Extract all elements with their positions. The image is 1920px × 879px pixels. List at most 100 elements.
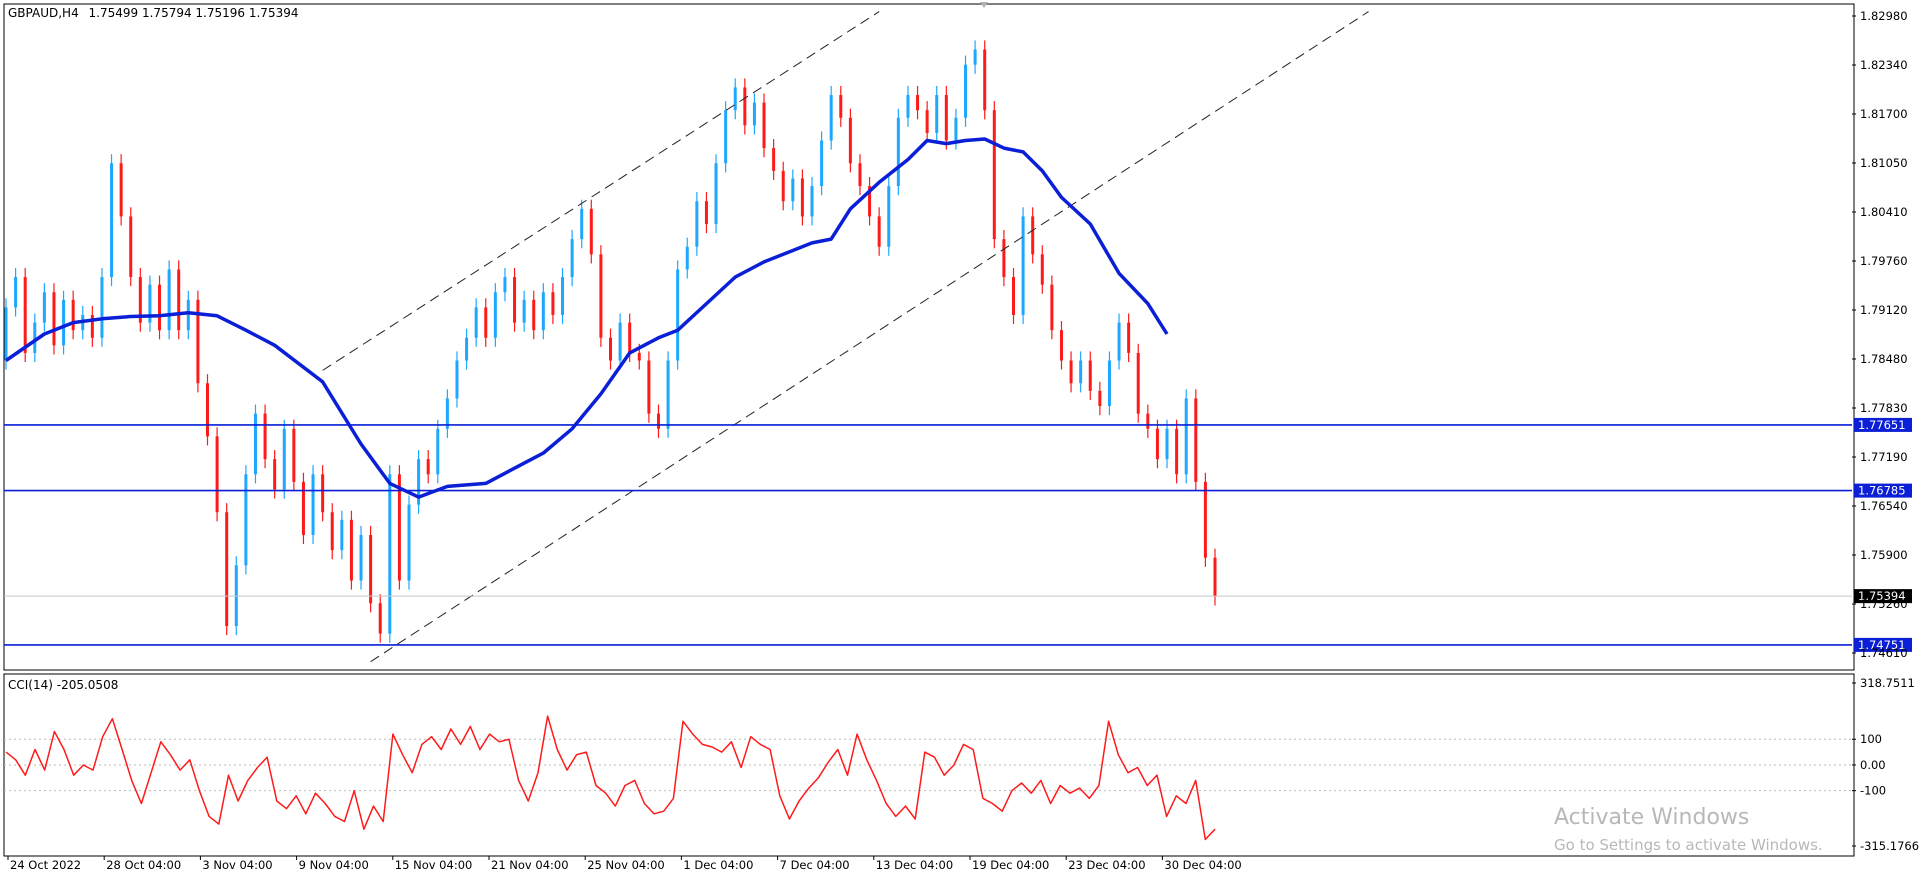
candle-body (599, 254, 603, 338)
candle-body (724, 110, 728, 164)
time-tick-label: 28 Oct 04:00 (106, 858, 181, 872)
candle-body (1107, 360, 1111, 407)
candle-body (340, 519, 344, 551)
current-price-label: 1.75394 (1858, 589, 1906, 603)
candle-body (609, 337, 612, 361)
candle-body (455, 360, 459, 399)
candle-body (983, 49, 987, 111)
candle-body (877, 216, 881, 247)
candle-body (628, 322, 632, 353)
price-tick-label: 1.78480 (1860, 352, 1908, 366)
channel-trendline[interactable] (322, 11, 880, 371)
channel-trendline[interactable] (370, 11, 1369, 663)
time-tick-label: 23 Dec 04:00 (1068, 858, 1145, 872)
shift-marker-icon[interactable] (980, 2, 988, 8)
candle-body (62, 299, 66, 346)
candle-body (743, 87, 747, 126)
price-tick-label: 1.81050 (1860, 156, 1908, 170)
candle-body (311, 474, 315, 535)
time-tick-label: 13 Dec 04:00 (876, 858, 953, 872)
cci-line[interactable] (5, 715, 1216, 841)
candles-layer (4, 40, 1217, 643)
candle-body (186, 299, 190, 331)
price-tick-label: 1.77190 (1860, 450, 1908, 464)
candle-body (330, 512, 334, 551)
time-tick-label: 3 Nov 04:00 (202, 858, 272, 872)
candle-body (666, 360, 670, 429)
candle-body (100, 277, 104, 338)
candle-body (215, 436, 219, 513)
candle-body (1088, 360, 1092, 391)
candle-body (1069, 360, 1073, 384)
cci-label: CCI(14) -205.0508 (8, 678, 118, 692)
candle-body (992, 110, 996, 240)
candle-body (656, 413, 660, 429)
candle-body (618, 322, 622, 361)
price-tick-label: 1.76540 (1860, 499, 1908, 513)
time-tick-label: 7 Dec 04:00 (780, 858, 850, 872)
price-tick-label: 1.79760 (1860, 254, 1908, 268)
candle-body (647, 360, 651, 414)
candle-body (167, 269, 171, 331)
price-tick-label: 1.79120 (1860, 303, 1908, 317)
candle-body (1021, 216, 1025, 316)
moving-average-line[interactable] (5, 137, 1169, 499)
candle-body (206, 383, 209, 437)
current-price-tag (1854, 589, 1912, 604)
time-tick-label: 25 Nov 04:00 (587, 858, 665, 872)
candle-body (1031, 216, 1035, 255)
candle-body (1213, 557, 1217, 597)
candle-body (1203, 481, 1207, 558)
candle-body (436, 428, 440, 475)
candle-body (637, 352, 641, 361)
candle-body (71, 299, 75, 331)
ohlc-values: 1.75499 1.75794 1.75196 1.75394 (89, 6, 299, 20)
candle-body (752, 102, 756, 126)
candle-body (4, 307, 8, 361)
candle-body (253, 413, 257, 475)
candle-body (532, 299, 536, 331)
candle-body (129, 216, 133, 278)
candle-body (1002, 239, 1006, 278)
symbol-label: GBPAUD,H4 (8, 6, 79, 20)
candle-body (1175, 428, 1179, 475)
candle-body (887, 186, 891, 247)
price-tick-label: 1.82980 (1860, 9, 1908, 23)
candle-body (196, 299, 200, 384)
candle-body (762, 102, 766, 149)
price-tick-label: 1.82340 (1860, 58, 1908, 72)
candle-body (138, 277, 142, 323)
candle-body (973, 49, 977, 65)
time-tick-label: 30 Dec 04:00 (1164, 858, 1241, 872)
candle-body (1194, 398, 1198, 482)
candle-body (676, 269, 680, 361)
candle-body (1165, 428, 1169, 460)
cci-tick-label: 0.00 (1860, 758, 1886, 772)
price-tick-label: 1.75260 (1860, 597, 1908, 611)
candle-body (110, 163, 114, 278)
candle-body (397, 474, 401, 581)
candle-body (848, 117, 852, 164)
candle-body (42, 292, 46, 323)
candle-body (474, 307, 478, 338)
candle-body (484, 307, 488, 338)
candle-body (704, 201, 708, 224)
candle-body (493, 292, 497, 338)
candle-body (944, 95, 948, 141)
candle-body (820, 140, 824, 187)
candle-body (858, 163, 862, 187)
channel-layer (322, 11, 1369, 663)
cci-tick-label: -315.1766 (1860, 839, 1919, 853)
watermark-title: Activate Windows (1554, 805, 1749, 830)
candle-body (868, 186, 872, 217)
candle-body (906, 95, 910, 118)
candle-body (244, 474, 248, 566)
candle-body (925, 110, 929, 133)
candle-body (263, 413, 267, 460)
candle-body (1012, 277, 1015, 316)
candle-body (33, 322, 37, 353)
level-price-tag (1854, 483, 1912, 498)
candle-body (935, 95, 939, 133)
main-chart-frame[interactable] (3, 3, 1855, 671)
